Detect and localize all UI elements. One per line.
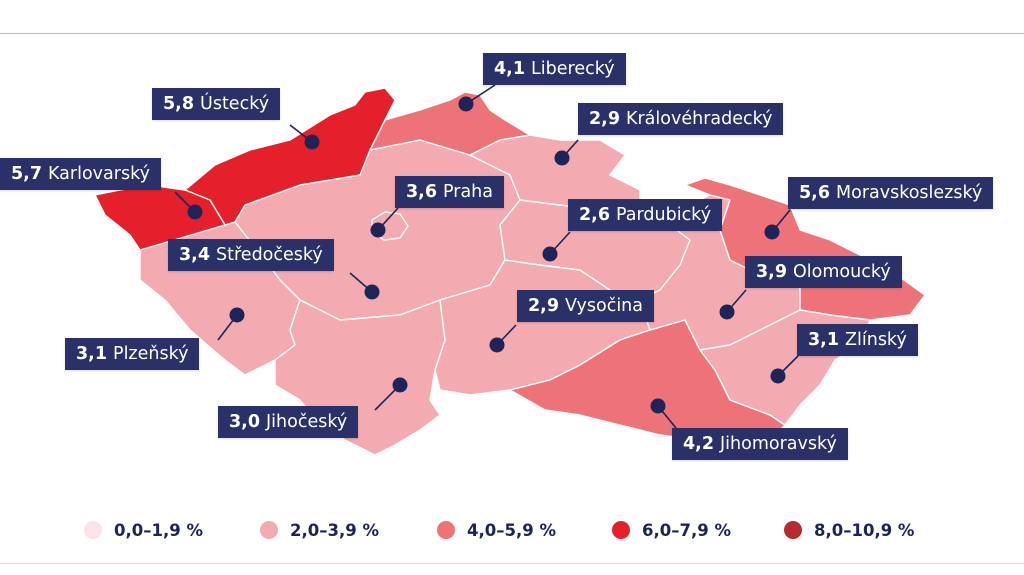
bottom-divider [0, 563, 1024, 564]
dot-pardubicky [542, 246, 558, 262]
label-value: 2,6 [579, 205, 611, 225]
label-value: 3,1 [808, 330, 840, 350]
label-region-name: Plzeňský [113, 344, 189, 364]
label-plzensky: 3,1 Plzeňský [65, 338, 200, 370]
label-pardubicky: 2,6 Pardubický [568, 199, 723, 231]
label-region-name: Moravskoslezský [836, 183, 983, 203]
label-moravskoslezsky: 5,6 Moravskoslezský [788, 177, 994, 209]
label-region-name: Královéhradecký [626, 109, 773, 129]
label-value: 3,6 [406, 182, 438, 202]
top-divider [0, 33, 1024, 34]
legend-label: 6,0–7,9 % [642, 520, 731, 540]
label-region-name: Ústecký [200, 94, 270, 114]
legend-label: 0,0–1,9 % [114, 520, 203, 540]
legend-label: 4,0–5,9 % [467, 520, 556, 540]
dot-praha [370, 222, 386, 238]
label-region-name: Olomoucký [793, 262, 891, 282]
label-ustecky: 5,8 Ústecký [152, 88, 281, 120]
dot-moravskoslezsky [764, 224, 780, 240]
legend-item-bin-4: 8,0–10,9 % [784, 513, 914, 547]
region-liberecky [369, 91, 531, 156]
label-region-name: Jihomoravský [720, 434, 837, 454]
label-value: 3,9 [756, 262, 788, 282]
label-zlinsky: 3,1 Zlínský [797, 324, 918, 356]
label-value: 3,4 [179, 245, 211, 265]
dot-stredocesky [364, 284, 380, 300]
legend-swatch [612, 521, 630, 539]
dot-karlovarsky [187, 204, 203, 220]
legend-swatch [84, 521, 102, 539]
label-region-name: Jihočeský [266, 412, 348, 432]
label-region-name: Praha [443, 182, 493, 202]
label-karlovarsky: 5,7 Karlovarský [0, 158, 161, 190]
legend-label: 8,0–10,9 % [814, 520, 915, 540]
dot-jihocesky [392, 377, 408, 393]
label-jihomoravsky: 4,2 Jihomoravský [672, 428, 848, 460]
legend-swatch [784, 521, 802, 539]
label-value: 2,9 [589, 109, 621, 129]
label-region-name: Pardubický [616, 205, 712, 225]
label-olomoucky: 3,9 Olomoucký [745, 256, 902, 288]
dot-jihomoravsky [650, 398, 666, 414]
legend-item-bin-0: 0,0–1,9 % [84, 513, 203, 547]
label-value: 5,8 [163, 94, 195, 114]
label-region-name: Liberecký [531, 59, 615, 79]
legend-item-bin-2: 4,0–5,9 % [437, 513, 556, 547]
label-value: 2,9 [528, 296, 560, 316]
legend-swatch [260, 521, 278, 539]
legend-item-bin-1: 2,0–3,9 % [260, 513, 379, 547]
label-region-name: Karlovarský [48, 164, 150, 184]
label-stredocesky: 3,4 Středočeský [168, 239, 334, 271]
dot-kralovehradecky [554, 150, 570, 166]
dot-vysocina [489, 337, 505, 353]
dot-olomoucky [719, 304, 735, 320]
dot-liberecky [458, 96, 474, 112]
region-kralovehradecky [469, 134, 641, 216]
label-value: 4,1 [494, 59, 526, 79]
label-value: 5,7 [11, 164, 43, 184]
label-vysocina: 2,9 Vysočina [517, 290, 654, 322]
label-region-name: Zlínský [845, 330, 907, 350]
map-legend: 0,0–1,9 % 2,0–3,9 % 4,0–5,9 % 6,0–7,9 % … [0, 513, 1024, 547]
legend-label: 2,0–3,9 % [290, 520, 379, 540]
label-value: 3,1 [76, 344, 108, 364]
label-value: 5,6 [799, 183, 831, 203]
label-liberecky: 4,1 Liberecký [483, 53, 626, 85]
label-value: 3,0 [229, 412, 261, 432]
label-jihocesky: 3,0 Jihočeský [218, 406, 359, 438]
label-praha: 3,6 Praha [395, 176, 504, 208]
legend-swatch [437, 521, 455, 539]
dot-zlinsky [770, 368, 786, 384]
label-value: 4,2 [683, 434, 715, 454]
dot-plzensky [229, 307, 245, 323]
dot-ustecky [304, 134, 320, 150]
legend-item-bin-3: 6,0–7,9 % [612, 513, 731, 547]
label-kralovehradecky: 2,9 Královéhradecký [578, 103, 784, 135]
label-region-name: Vysočina [565, 296, 643, 316]
label-region-name: Středočeský [216, 245, 323, 265]
